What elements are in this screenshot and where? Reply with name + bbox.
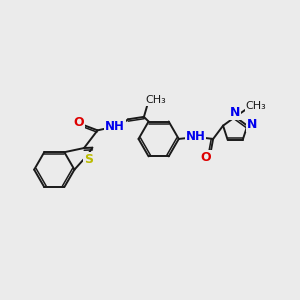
Text: NH: NH: [185, 130, 206, 143]
Text: N: N: [230, 106, 240, 119]
Text: S: S: [84, 153, 93, 166]
Text: O: O: [74, 116, 84, 130]
Text: CH₃: CH₃: [246, 101, 266, 111]
Text: O: O: [200, 151, 211, 164]
Text: CH₃: CH₃: [145, 95, 166, 105]
Text: NH: NH: [105, 120, 125, 133]
Text: N: N: [247, 118, 257, 131]
